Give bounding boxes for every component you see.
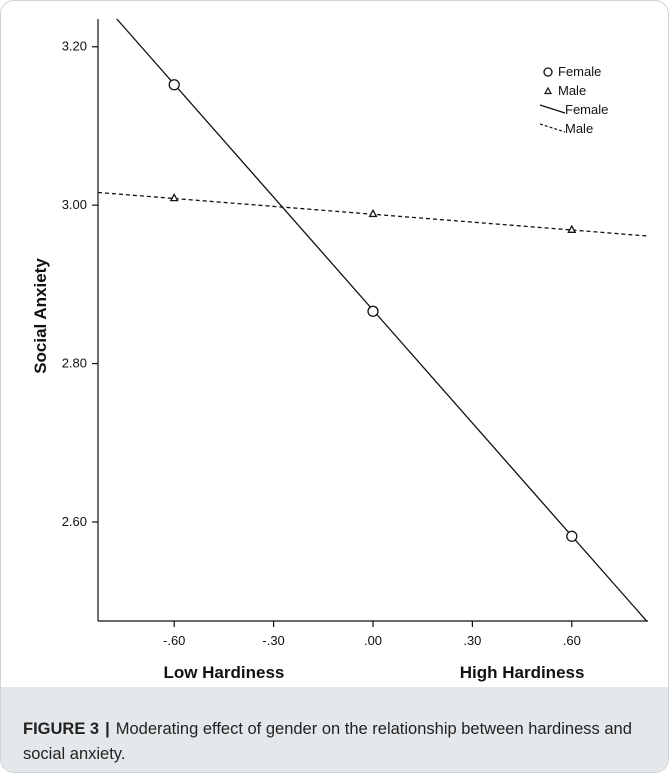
data-point-male bbox=[567, 224, 577, 233]
figure-caption: FIGURE 3 | Moderating effect of gender on … bbox=[23, 717, 643, 767]
x-tick-label: .00 bbox=[364, 633, 382, 648]
y-axis-title: Social Anxiety bbox=[31, 258, 50, 374]
legend-label-male: Male bbox=[558, 83, 586, 98]
y-tick-label: 2.80 bbox=[62, 356, 87, 371]
x-axis-title-low: Low Hardiness bbox=[163, 663, 284, 682]
x-tick-label: -.30 bbox=[262, 633, 284, 648]
legend-marker-female bbox=[543, 67, 553, 77]
caption-separator: | bbox=[105, 720, 110, 738]
y-tick-label: 2.60 bbox=[62, 514, 87, 529]
y-tick-label: 3.00 bbox=[62, 197, 87, 212]
caption-label: FIGURE 3 bbox=[23, 720, 100, 738]
legend-line-male bbox=[539, 123, 566, 133]
legend-marker-male bbox=[543, 86, 553, 95]
legend-label-female: Female bbox=[558, 64, 601, 79]
legend-line-female bbox=[539, 104, 566, 114]
data-point-male bbox=[368, 208, 378, 218]
caption-text: Moderating effect of gender on the relat… bbox=[23, 720, 632, 763]
x-tick-label: .60 bbox=[563, 633, 581, 648]
chart: 2.60 2.80 3.00 3.20 -.60 -.30 .00 .30 .60 Social … bbox=[31, 19, 648, 682]
data-point-male bbox=[169, 193, 179, 202]
plot-area: 2.60 2.80 3.00 3.20 -.60 -.30 .00 .30 .60 Social … bbox=[31, 19, 648, 682]
legend-label-male: Male bbox=[565, 121, 593, 136]
x-axis-title-high: High Hardiness bbox=[460, 663, 585, 682]
y-tick-label: 3.20 bbox=[62, 39, 87, 54]
data-point-female bbox=[367, 305, 379, 317]
x-tick-label: .30 bbox=[463, 633, 481, 648]
data-point-female bbox=[168, 79, 180, 91]
x-tick-label: -.60 bbox=[163, 633, 185, 648]
data-point-female bbox=[566, 530, 578, 542]
caption-band bbox=[1, 687, 668, 772]
legend-label-female: Female bbox=[565, 102, 608, 117]
